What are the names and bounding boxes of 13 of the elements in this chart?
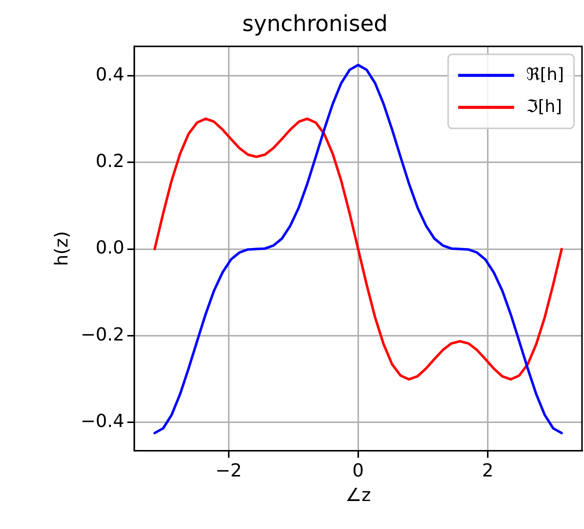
legend-label: ℜ[h] — [526, 64, 564, 85]
x-tick-label: 0 — [352, 460, 364, 482]
y-tick-label: −0.4 — [80, 410, 124, 432]
chart-title: synchronised — [242, 12, 388, 37]
x-tick-label: 2 — [482, 460, 494, 482]
y-tick-label: 0.2 — [96, 151, 124, 172]
x-tick-label: −2 — [215, 460, 242, 482]
y-axis-title: h(z) — [51, 231, 72, 266]
y-tick-label: −0.2 — [80, 324, 124, 346]
y-tick-label: 0.4 — [96, 64, 124, 86]
x-axis-title: ∠z — [345, 484, 371, 506]
legend-label: ℑ[h] — [526, 96, 562, 117]
y-tick-label: 0.0 — [96, 238, 124, 259]
